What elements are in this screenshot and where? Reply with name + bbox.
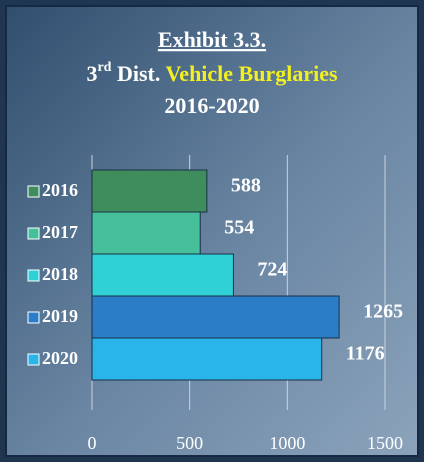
legend-swatch: [27, 185, 40, 198]
bar: [91, 295, 340, 339]
legend-swatch: [27, 311, 40, 324]
y-tick-label: 2020: [42, 348, 78, 368]
chart-title: Exhibit 3.3.: [158, 27, 266, 52]
bar: [91, 169, 208, 213]
bar: [91, 253, 234, 297]
value-label: 724: [257, 258, 287, 280]
legend-swatch: [27, 353, 40, 366]
x-tick-label: 1500: [367, 433, 403, 453]
x-tick-label: 1000: [269, 433, 305, 453]
subtitle-part: Vehicle Burglaries: [165, 61, 338, 86]
value-label: 554: [224, 216, 254, 238]
y-tick-label: 2019: [42, 306, 78, 326]
bar: [91, 337, 323, 381]
chart-subtitle: 3rd Dist. Vehicle Burglaries: [86, 60, 338, 86]
x-tick-label: 500: [176, 433, 203, 453]
y-tick-label: 2018: [42, 264, 78, 284]
subtitle-part: Dist.: [111, 61, 165, 86]
subtitle-part: rd: [97, 60, 111, 75]
x-tick-label: 0: [88, 433, 97, 453]
y-tick-label: 2016: [42, 180, 78, 200]
value-label: 1176: [346, 342, 385, 364]
chart-subtitle: 2016-2020: [164, 93, 259, 118]
value-label: 1265: [363, 300, 403, 322]
background: [5, 5, 419, 457]
legend-swatch: [27, 227, 40, 240]
y-tick-label: 2017: [42, 222, 78, 242]
subtitle-part: 3: [86, 61, 97, 86]
legend-swatch: [27, 269, 40, 282]
value-label: 588: [231, 174, 261, 196]
bar: [91, 211, 201, 255]
